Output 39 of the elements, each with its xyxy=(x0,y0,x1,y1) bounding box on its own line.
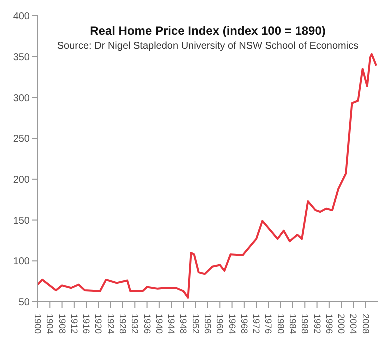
x-tick-label: 1992 xyxy=(312,314,322,334)
y-tick-label: 300 xyxy=(13,93,30,104)
x-tick-label: 1912 xyxy=(69,314,80,334)
x-tick-label: 1920 xyxy=(94,314,104,334)
y-tick-label: 400 xyxy=(13,12,30,23)
x-tick-label: 1916 xyxy=(82,314,92,334)
y-tick-label: 250 xyxy=(13,134,30,146)
x-tick-label: 1908 xyxy=(57,314,68,334)
x-tick-label: 1944 xyxy=(166,314,177,334)
x-tick-label: 1904 xyxy=(45,314,56,334)
x-tick-label: 1932 xyxy=(130,314,140,334)
x-tick-label: 1924 xyxy=(106,314,116,334)
y-tick-label: 200 xyxy=(13,174,30,186)
x-tick-label: 1940 xyxy=(154,314,164,334)
x-tick-label: 2004 xyxy=(348,314,359,334)
x-tick-label: 1956 xyxy=(203,314,213,334)
x-tick-label: 1960 xyxy=(215,314,226,334)
x-tick-label: 1980 xyxy=(276,314,286,334)
y-tick-label: 50 xyxy=(18,298,30,309)
x-tick-label: 2000 xyxy=(336,314,347,334)
x-tick-label: 1900 xyxy=(33,314,43,334)
y-tick-label: 350 xyxy=(13,52,30,64)
text: Real Home Price Index (index 100 = 1890) xyxy=(89,24,327,38)
x-tick-label: 1984 xyxy=(288,314,298,334)
x-tick-label: 1972 xyxy=(252,314,262,334)
x-tick-label: 1996 xyxy=(324,314,334,334)
x-tick-label: 1968 xyxy=(239,314,250,334)
x-tick-label: 1964 xyxy=(227,314,238,334)
x-tick-label: 1928 xyxy=(118,314,128,334)
y-tick-label: 100 xyxy=(13,256,30,268)
x-tick-label: 2008 xyxy=(360,314,371,334)
x-tick-label: 1936 xyxy=(142,314,152,334)
x-tick-label: 1988 xyxy=(300,314,310,334)
line-series xyxy=(38,53,378,299)
x-tick-label: 1976 xyxy=(264,314,274,334)
x-tick-label: 1948 xyxy=(178,314,189,334)
y-tick-label: 150 xyxy=(13,216,30,227)
x-tick-label: 1952 xyxy=(190,314,201,334)
annotation: Source: Dr Nigel Stapledon University of NSW School of Economics xyxy=(56,41,360,52)
